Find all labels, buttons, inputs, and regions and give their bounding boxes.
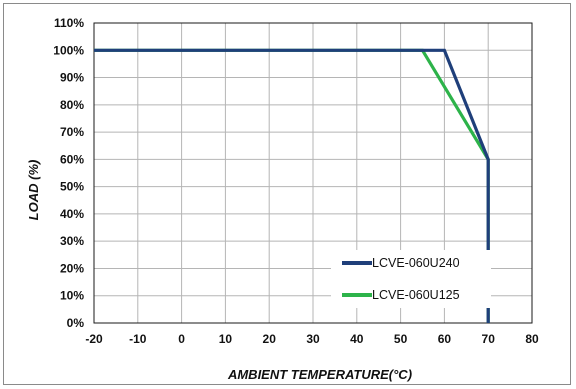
x-tick-label: 70 bbox=[482, 332, 496, 346]
y-tick-label: 80% bbox=[60, 98, 84, 112]
x-tick-label: 30 bbox=[306, 332, 320, 346]
x-tick-label: -10 bbox=[129, 332, 147, 346]
y-tick-label: 110% bbox=[54, 16, 84, 30]
x-tick-label: 20 bbox=[263, 332, 277, 346]
series-line-lcve-060u240 bbox=[94, 48, 490, 323]
x-tick-label: 10 bbox=[219, 332, 233, 346]
y-tick-label: 60% bbox=[60, 152, 84, 166]
x-tick-label: -20 bbox=[85, 332, 103, 346]
legend-box bbox=[331, 250, 491, 308]
x-tick-label: 60 bbox=[438, 332, 452, 346]
x-axis-title: AMBIENT TEMPERATURE(°C) bbox=[227, 367, 412, 382]
series-lines bbox=[94, 48, 490, 323]
y-tick-label: 70% bbox=[60, 125, 84, 139]
y-tick-label: 0% bbox=[67, 316, 85, 330]
x-tick-label: 0 bbox=[178, 332, 185, 346]
y-tick-labels: 0% 10% 20% 30% 40% 50% 60% 70% 80% 90% 100% 110% bbox=[53, 16, 84, 330]
legend: LCVE-060U240 LCVE-060U125 bbox=[331, 250, 491, 308]
x-tick-label: 80 bbox=[525, 332, 539, 346]
x-tick-label: 40 bbox=[350, 332, 364, 346]
y-tick-label: 30% bbox=[60, 234, 84, 248]
y-tick-label: 90% bbox=[60, 71, 84, 85]
y-tick-label: 50% bbox=[60, 180, 84, 194]
y-axis-title: LOAD (%) bbox=[26, 160, 41, 221]
y-tick-label: 20% bbox=[60, 261, 84, 275]
plot-border bbox=[93, 22, 533, 324]
x-tick-label: 50 bbox=[394, 332, 408, 346]
legend-label-lcve-060u240: LCVE-060U240 bbox=[372, 256, 460, 270]
y-tick-label: 40% bbox=[60, 207, 84, 221]
y-tick-label: 100% bbox=[53, 43, 84, 57]
legend-label-lcve-060u125: LCVE-060U125 bbox=[372, 288, 460, 302]
x-tick-labels: -20 -10 0 10 20 30 40 50 60 70 80 bbox=[85, 332, 539, 346]
y-tick-label: 10% bbox=[60, 289, 84, 303]
